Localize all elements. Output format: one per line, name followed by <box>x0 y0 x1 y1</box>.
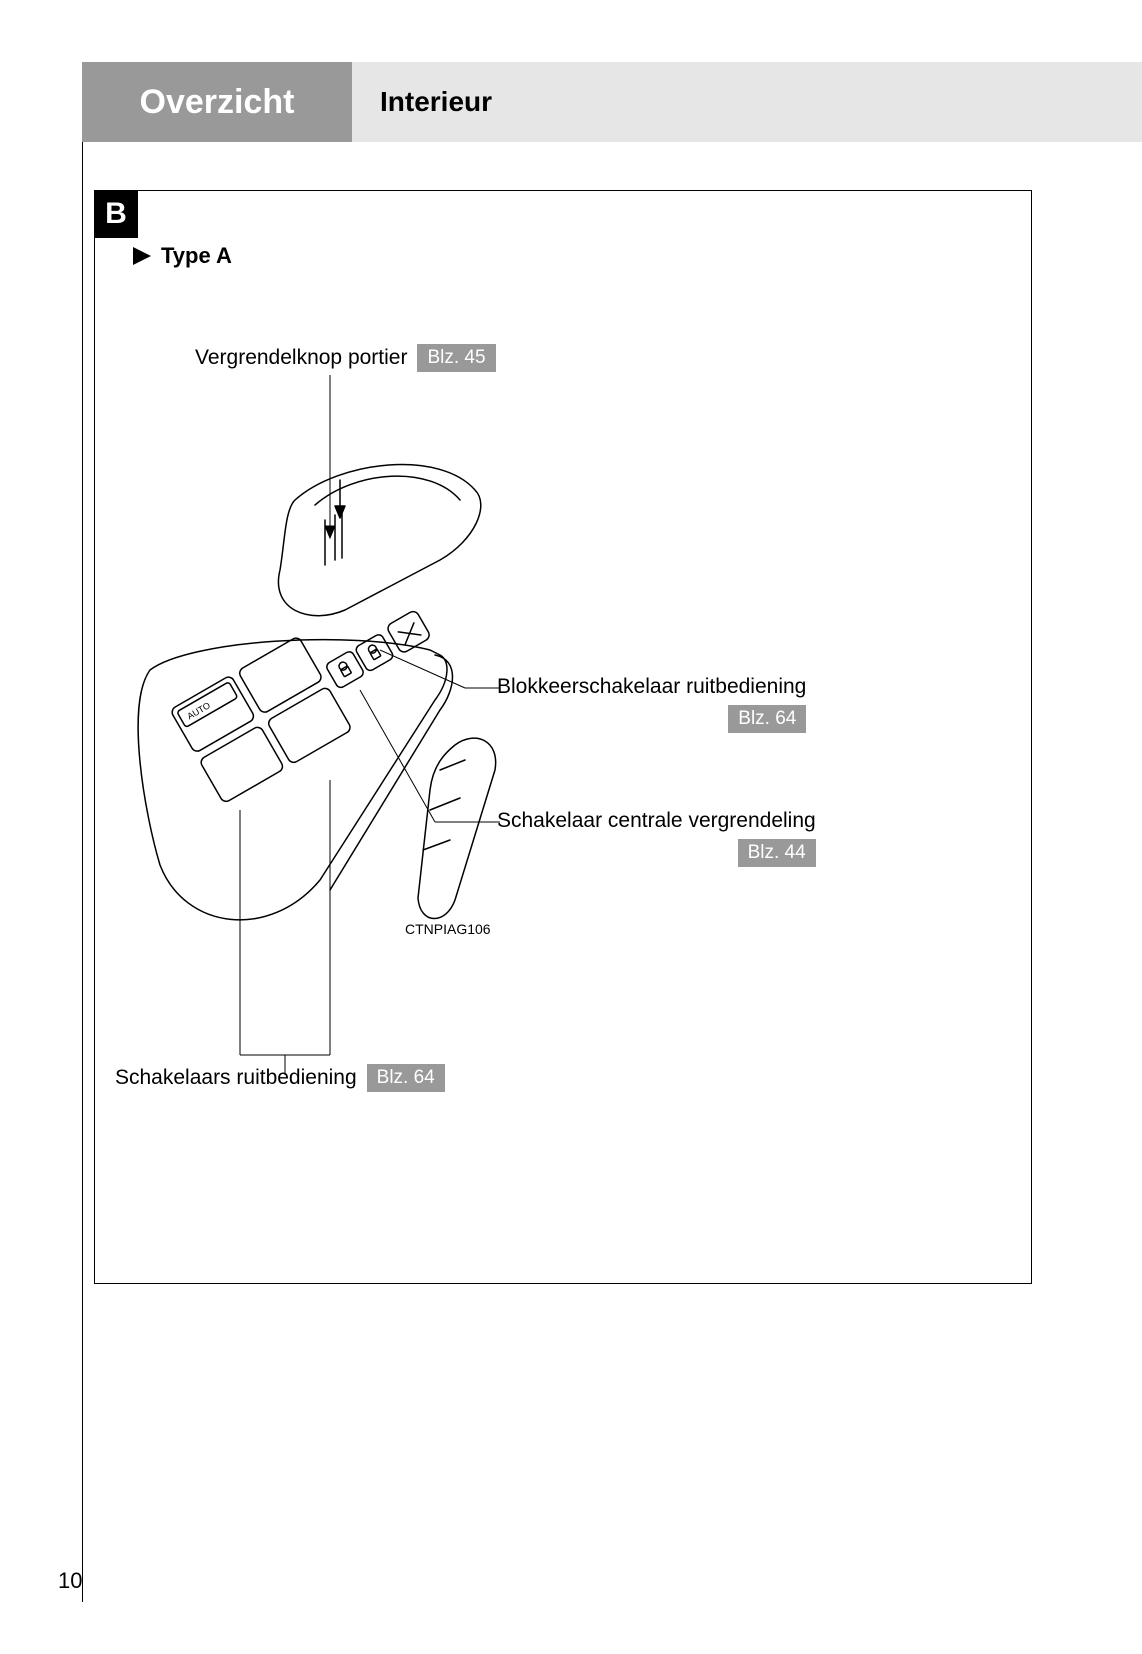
page-ref[interactable]: Blz. 44 <box>738 839 816 867</box>
callout-central-lock-switch: Schakelaar centrale vergrendeling Blz. 4… <box>497 809 816 867</box>
callout-door-lock-knob: Vergrendelknop portier Blz. 45 <box>195 344 496 372</box>
callout-window-switches: Schakelaars ruitbediening Blz. 64 <box>115 1064 445 1092</box>
callout-label: Schakelaar centrale vergrendeling <box>497 809 816 833</box>
page-ref[interactable]: Blz. 45 <box>417 344 495 372</box>
callout-label: Blokkeerschakelaar ruitbediening <box>497 675 806 699</box>
page-ref[interactable]: Blz. 64 <box>728 705 806 733</box>
illustration-code: CTNPIAG106 <box>405 921 491 937</box>
page-ref[interactable]: Blz. 64 <box>367 1064 445 1092</box>
callout-label: Vergrendelknop portier <box>195 346 407 370</box>
page-number: 10 <box>58 1568 82 1594</box>
callout-label: Schakelaars ruitbediening <box>115 1066 357 1090</box>
callout-window-lock-switch: Blokkeerschakelaar ruitbediening Blz. 64 <box>497 675 806 733</box>
